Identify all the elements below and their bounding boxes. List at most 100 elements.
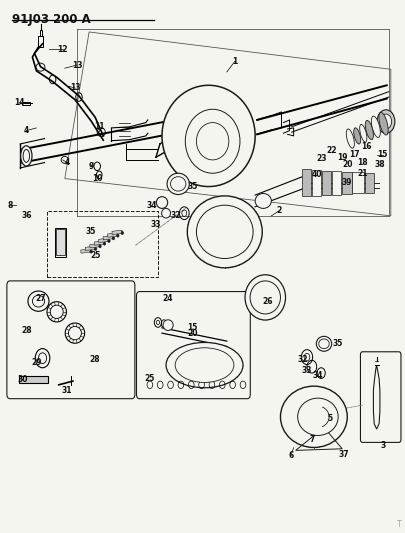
Text: 36: 36 xyxy=(21,212,32,220)
Bar xyxy=(55,228,66,257)
Text: 15: 15 xyxy=(377,150,388,159)
Circle shape xyxy=(121,231,124,235)
Bar xyxy=(40,30,42,36)
Bar xyxy=(112,230,122,235)
Bar xyxy=(342,172,352,194)
Text: 33: 33 xyxy=(302,366,312,375)
Ellipse shape xyxy=(187,196,262,268)
Bar xyxy=(103,236,113,240)
Text: 27: 27 xyxy=(35,294,46,303)
Text: 2: 2 xyxy=(277,206,282,215)
Text: 21: 21 xyxy=(357,169,368,177)
Text: 28: 28 xyxy=(21,326,32,335)
Ellipse shape xyxy=(61,157,68,164)
Ellipse shape xyxy=(156,197,168,208)
Text: 6: 6 xyxy=(288,451,293,460)
Bar xyxy=(94,241,104,245)
Text: 4: 4 xyxy=(64,158,69,167)
Ellipse shape xyxy=(250,281,281,314)
Text: 31: 31 xyxy=(62,386,72,394)
Circle shape xyxy=(117,234,119,237)
Circle shape xyxy=(94,247,97,251)
Ellipse shape xyxy=(360,124,367,142)
Ellipse shape xyxy=(196,205,253,259)
Ellipse shape xyxy=(316,336,332,351)
Text: 22: 22 xyxy=(327,146,337,155)
Bar xyxy=(47,211,158,277)
Circle shape xyxy=(99,245,101,248)
Text: 26: 26 xyxy=(262,297,273,305)
Text: 16: 16 xyxy=(361,142,372,151)
Text: 12: 12 xyxy=(58,45,68,53)
Ellipse shape xyxy=(245,275,286,320)
Bar xyxy=(352,172,364,193)
Bar xyxy=(90,244,100,248)
Ellipse shape xyxy=(371,116,380,138)
Bar xyxy=(81,249,91,253)
Circle shape xyxy=(112,237,115,240)
Circle shape xyxy=(380,114,392,129)
Text: 7: 7 xyxy=(309,435,315,444)
Text: 23: 23 xyxy=(317,154,327,163)
Ellipse shape xyxy=(21,146,32,166)
Text: 25: 25 xyxy=(90,252,100,260)
Ellipse shape xyxy=(319,339,329,349)
Ellipse shape xyxy=(185,109,240,173)
Text: 24: 24 xyxy=(163,294,173,303)
Bar xyxy=(85,246,96,251)
PathPatch shape xyxy=(373,365,380,429)
Ellipse shape xyxy=(196,123,229,160)
Text: 10: 10 xyxy=(92,174,102,182)
Circle shape xyxy=(103,242,106,245)
Text: 35: 35 xyxy=(333,340,343,348)
Circle shape xyxy=(108,239,110,243)
Text: 15: 15 xyxy=(187,324,198,332)
Text: 32: 32 xyxy=(298,356,308,364)
Bar xyxy=(56,229,65,255)
Circle shape xyxy=(377,110,395,133)
Bar xyxy=(22,102,30,105)
Ellipse shape xyxy=(167,173,189,195)
Text: 20: 20 xyxy=(187,329,198,337)
Ellipse shape xyxy=(97,128,105,136)
Bar xyxy=(364,173,374,193)
Ellipse shape xyxy=(354,128,361,144)
Text: 13: 13 xyxy=(72,61,82,69)
Text: 37: 37 xyxy=(338,450,349,458)
Text: 91J03 200 A: 91J03 200 A xyxy=(12,13,91,26)
Ellipse shape xyxy=(280,386,347,448)
Ellipse shape xyxy=(36,63,45,71)
Bar xyxy=(312,170,321,196)
Text: 1: 1 xyxy=(232,57,237,66)
Text: 9: 9 xyxy=(89,162,94,171)
Ellipse shape xyxy=(23,149,30,162)
Text: 13: 13 xyxy=(70,84,80,92)
Bar xyxy=(38,36,43,47)
Ellipse shape xyxy=(298,398,338,435)
Circle shape xyxy=(90,250,92,253)
Text: 30: 30 xyxy=(17,375,28,384)
Text: 39: 39 xyxy=(341,178,352,187)
Ellipse shape xyxy=(255,193,271,208)
Bar xyxy=(19,376,48,383)
Ellipse shape xyxy=(166,342,243,388)
Ellipse shape xyxy=(162,85,255,187)
Ellipse shape xyxy=(175,348,234,383)
Bar xyxy=(302,169,311,196)
Text: 19: 19 xyxy=(337,153,347,161)
Ellipse shape xyxy=(379,112,388,135)
Bar xyxy=(107,233,118,237)
Text: 29: 29 xyxy=(31,358,42,367)
Bar xyxy=(98,238,109,243)
Ellipse shape xyxy=(171,177,186,191)
Text: 38: 38 xyxy=(375,160,385,168)
Ellipse shape xyxy=(346,129,354,148)
Text: 28: 28 xyxy=(90,356,100,364)
Bar xyxy=(322,171,331,195)
Text: 35: 35 xyxy=(86,228,96,236)
Text: 34: 34 xyxy=(313,372,323,380)
Text: 40: 40 xyxy=(311,171,322,179)
Ellipse shape xyxy=(365,120,373,140)
Text: 18: 18 xyxy=(357,158,368,167)
Ellipse shape xyxy=(163,320,173,330)
